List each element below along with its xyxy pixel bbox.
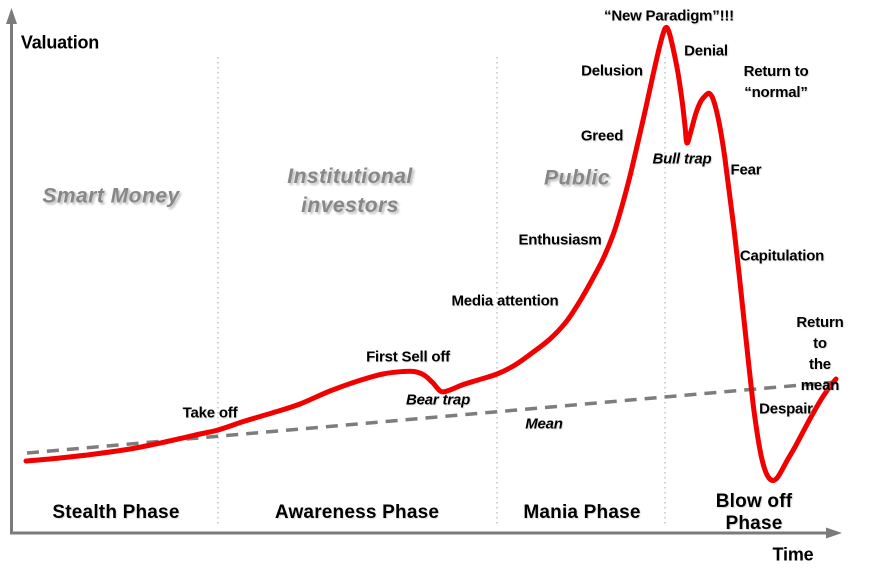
y-axis-label: Valuation [20, 32, 100, 53]
annotation-media-attention: Media attention [451, 292, 559, 310]
price-curve [23, 24, 839, 483]
annotation-return-to-the-mean: Return to the mean [796, 314, 844, 394]
annotation-take-off: Take off [182, 404, 238, 422]
group-label-smart-money: Smart Money [42, 184, 180, 208]
annotation-capitulation: Capitulation [739, 247, 825, 265]
x-axis-arrow-icon [826, 527, 842, 539]
annotation-return-to-normal: Return to “normal” [743, 63, 809, 101]
annotation-greed: Greed [580, 127, 624, 145]
annotation-first-sell-off: First Sell off [366, 348, 450, 366]
annotation-delusion: Delusion [581, 62, 643, 80]
annotation-mean: Mean [525, 415, 563, 433]
y-axis-arrow-icon [6, 8, 17, 24]
annotation-despair: Despair [759, 400, 813, 418]
x-axis-label: Time [772, 544, 814, 565]
annotation-fear: Fear [730, 161, 762, 179]
phase-label-awareness-phase: Awareness Phase [274, 502, 440, 523]
phase-label-mania-phase: Mania Phase [523, 502, 641, 523]
phase-label-stealth-phase: Stealth Phase [52, 502, 180, 523]
annotation-denial: Denial [684, 42, 728, 60]
group-label-institutional-investors: Institutional investors [287, 165, 413, 217]
phase-label-blow-off-phase: Blow off Phase [715, 491, 793, 534]
group-label-public: Public [543, 166, 611, 190]
annotation-new-paradigm: “New Paradigm”!!! [604, 7, 734, 25]
mean-line [26, 380, 837, 455]
annotation-bull-trap: Bull trap [652, 150, 712, 168]
annotation-bear-trap: Bear trap [405, 391, 471, 409]
annotation-enthusiasm: Enthusiasm [518, 231, 602, 249]
